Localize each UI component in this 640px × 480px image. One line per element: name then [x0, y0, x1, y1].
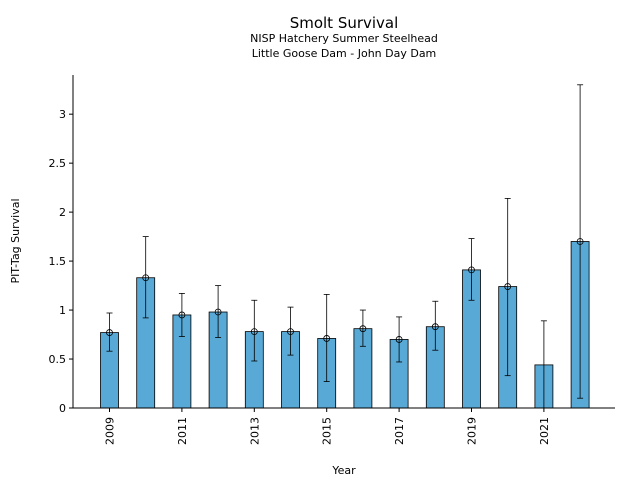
y-tick-label-0: 0	[59, 402, 66, 415]
bars-layer	[100, 241, 590, 409]
x-tick-label-2011: 2011	[176, 417, 189, 445]
x-tick-label-2009: 2009	[104, 417, 117, 445]
point-2018	[431, 323, 439, 331]
point-2009	[106, 329, 113, 336]
x-tick-label-2013: 2013	[248, 417, 261, 445]
point-2012	[214, 308, 222, 316]
point-2010	[142, 274, 150, 282]
y-tick-label-5: 2.5	[49, 157, 67, 170]
x-tick-label-2015: 2015	[321, 417, 334, 445]
x-axis-label: Year	[331, 464, 356, 477]
error-bars-layer	[106, 84, 584, 408]
point-2017	[395, 336, 403, 343]
point-2013	[250, 328, 258, 336]
y-axis-label: PIT-Tag Survival	[9, 198, 22, 283]
x-axis-ticks: 2009 2011 2013 2015 2017 2019 2021	[104, 408, 551, 445]
y-tick-label-6: 3	[59, 108, 66, 121]
point-2019	[468, 266, 475, 274]
x-tick-label-2017: 2017	[393, 417, 406, 445]
x-tick-label-2021: 2021	[538, 417, 551, 445]
y-tick-label-1: 0.5	[49, 353, 67, 366]
point-2011	[178, 311, 186, 319]
point-2022	[576, 238, 584, 245]
chart-subtitle-line-1: NISP Hatchery Summer Steelhead	[250, 32, 438, 45]
y-tick-label-4: 2	[59, 206, 66, 219]
point-2020	[504, 283, 512, 290]
y-tick-label-2: 1	[59, 304, 66, 317]
point-2014	[287, 328, 294, 336]
y-tick-label-3: 1.5	[49, 255, 67, 268]
point-2015	[323, 335, 331, 342]
chart-subtitle-line-2: Little Goose Dam - John Day Dam	[252, 47, 437, 60]
point-2016	[359, 325, 367, 333]
x-tick-label-2019: 2019	[466, 417, 479, 445]
y-axis-ticks: 0 0.5 1 1.5 2 2.5 3	[49, 108, 73, 415]
chart-title: Smolt Survival	[290, 14, 399, 32]
